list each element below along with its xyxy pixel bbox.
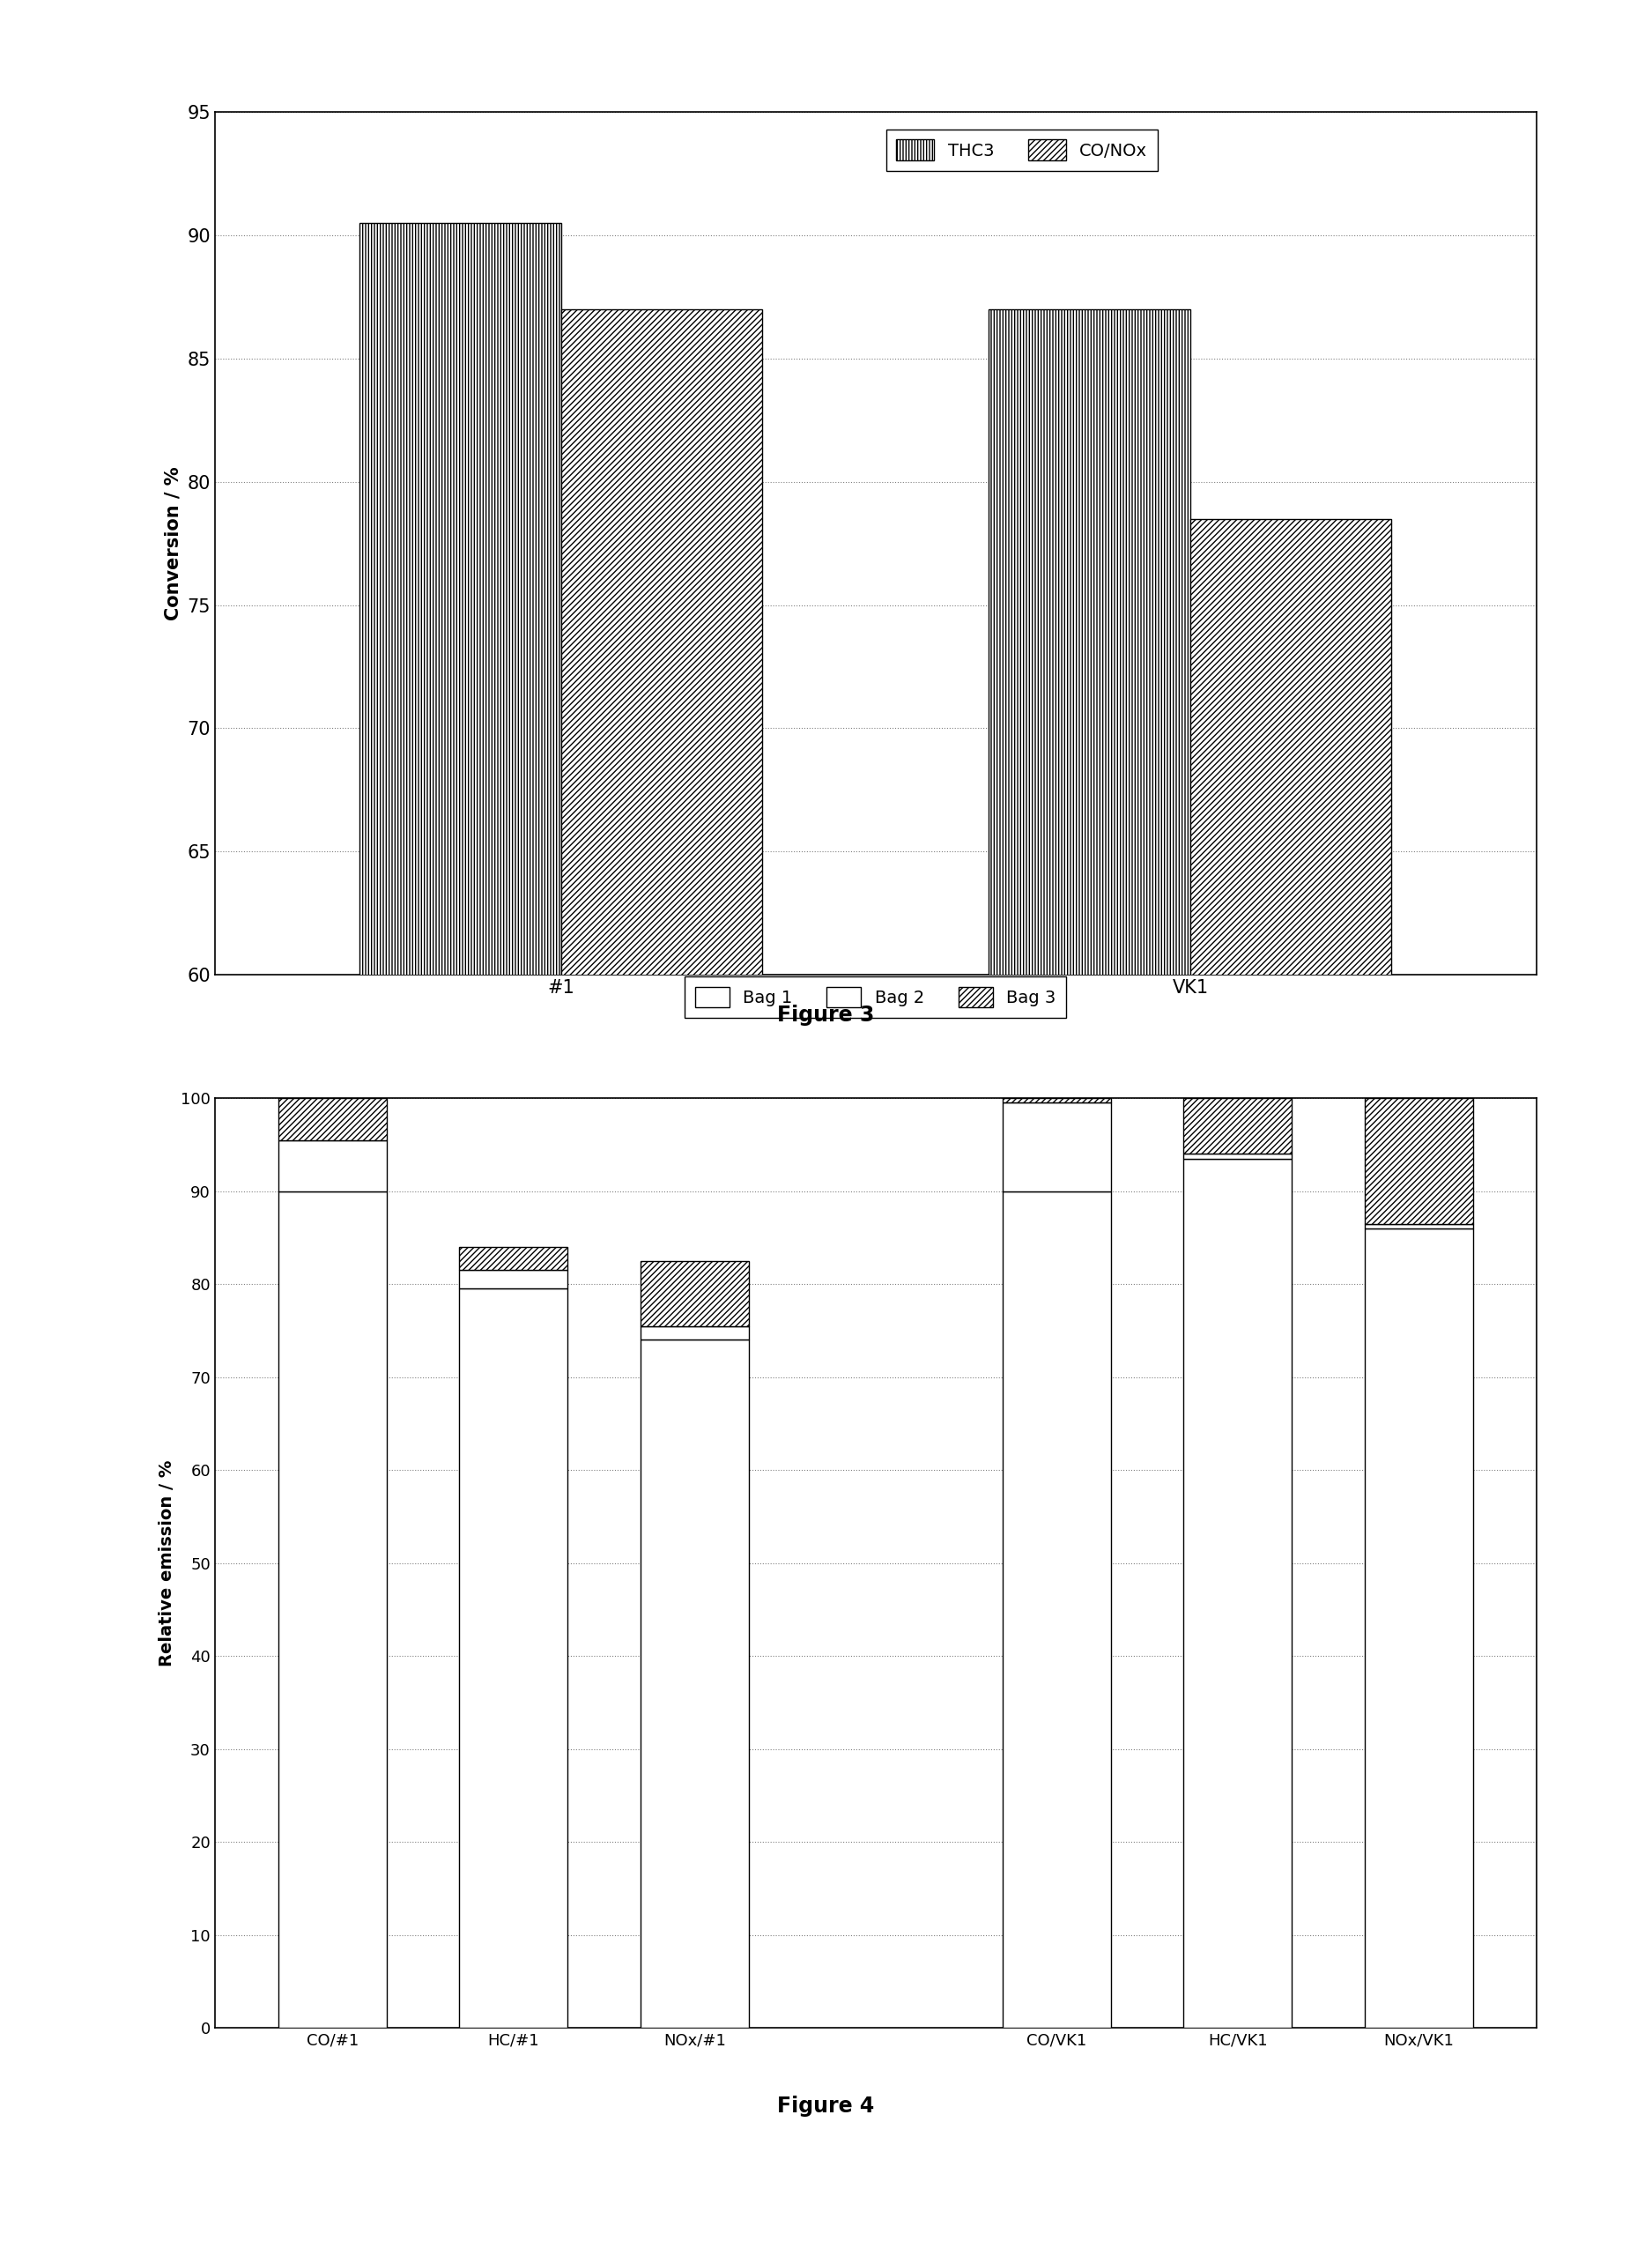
Bar bbox=[278, 1141, 387, 1192]
Text: Figure 4: Figure 4 bbox=[778, 2095, 874, 2118]
Bar bbox=[641, 1327, 748, 1340]
Bar bbox=[1183, 1154, 1292, 1159]
Bar bbox=[1365, 1098, 1474, 1224]
Bar bbox=[278, 1098, 387, 1141]
Bar bbox=[1183, 1098, 1292, 1154]
Bar bbox=[1183, 1159, 1292, 2028]
Bar bbox=[278, 1192, 387, 2028]
Y-axis label: Conversion / %: Conversion / % bbox=[165, 466, 182, 621]
Bar bbox=[562, 309, 762, 2241]
Legend: Bag 1, Bag 2, Bag 3: Bag 1, Bag 2, Bag 3 bbox=[684, 977, 1067, 1017]
Bar bbox=[641, 1340, 748, 2028]
Bar bbox=[1003, 1103, 1110, 1192]
Bar bbox=[1189, 520, 1391, 2241]
Bar bbox=[1003, 1098, 1110, 1103]
Bar bbox=[459, 1246, 568, 1271]
Legend: THC3, CO/NOx: THC3, CO/NOx bbox=[885, 130, 1158, 170]
Bar bbox=[1365, 1224, 1474, 1228]
Bar bbox=[990, 309, 1189, 2241]
Bar bbox=[641, 1262, 748, 1327]
Bar bbox=[1365, 1228, 1474, 2028]
Y-axis label: Relative emission / %: Relative emission / % bbox=[159, 1459, 175, 1667]
Bar bbox=[1003, 1192, 1110, 2028]
Text: Figure 3: Figure 3 bbox=[778, 1004, 874, 1026]
Bar bbox=[459, 1289, 568, 2028]
Bar bbox=[459, 1271, 568, 1289]
Bar bbox=[360, 224, 562, 2241]
